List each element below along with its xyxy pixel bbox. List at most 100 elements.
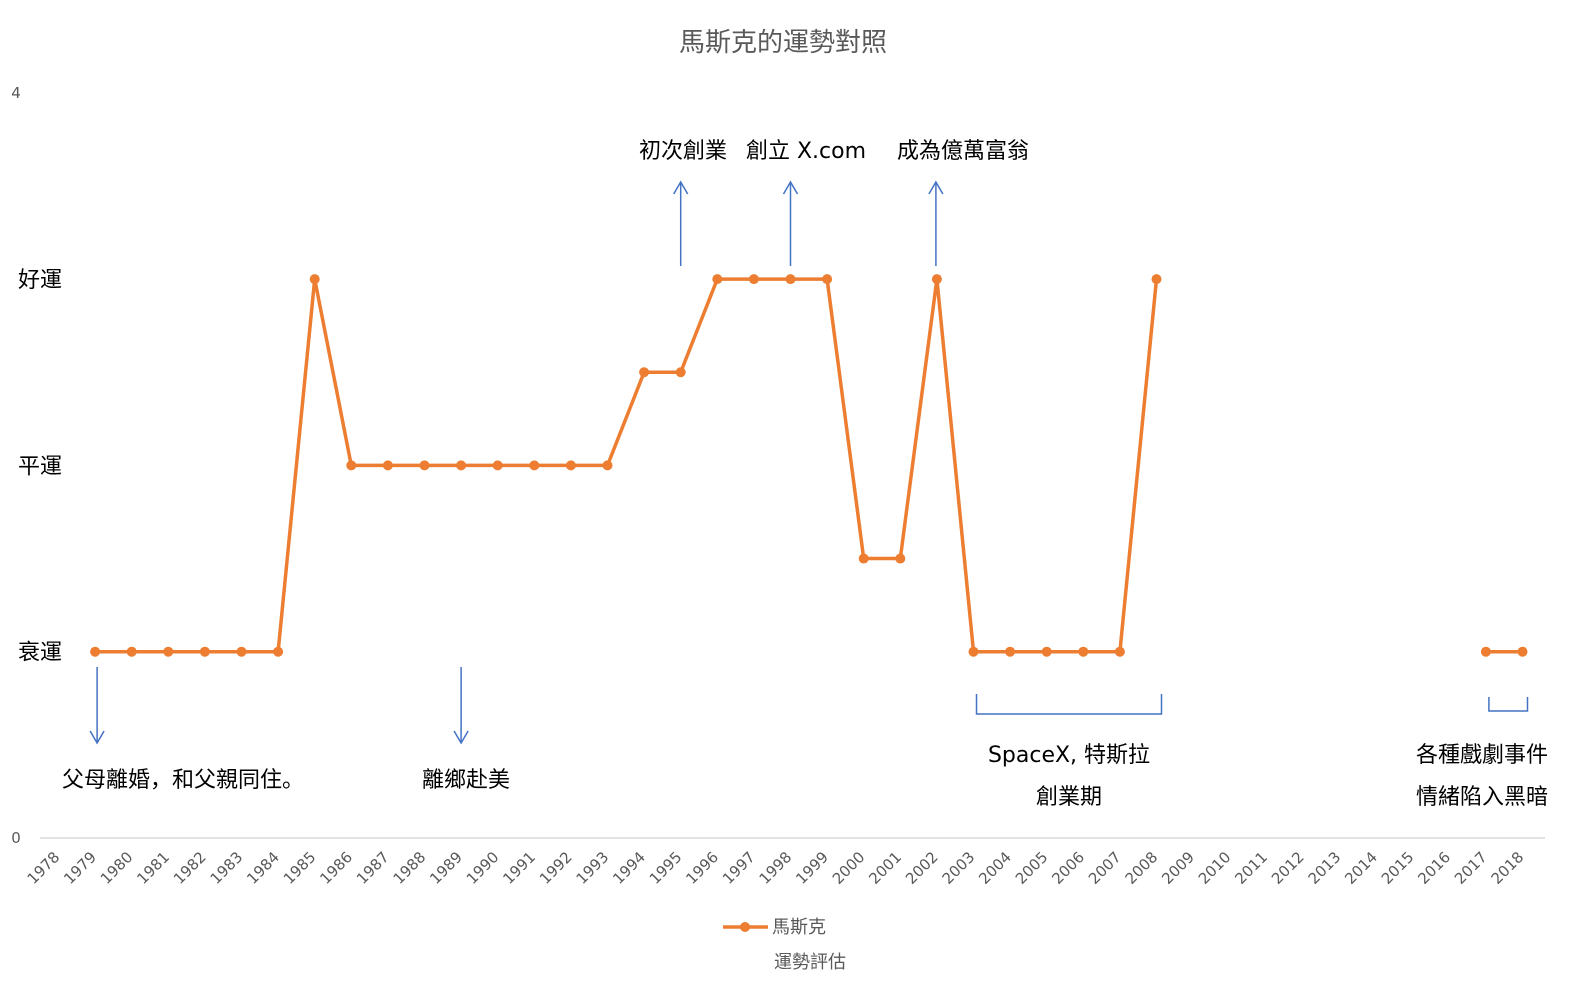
x-tick-label: 1980 [97,848,137,888]
data-point [748,274,759,285]
data-point [1005,646,1016,657]
x-tick-label: 2012 [1268,848,1308,888]
x-tick-label: 1988 [390,848,430,888]
x-tick-label: 2006 [1048,848,1088,888]
data-point [895,553,906,564]
data-point [382,460,393,471]
x-tick-label: 1984 [243,848,283,888]
x-tick-label: 2008 [1122,848,1162,888]
x-tick-label: 1990 [463,848,503,888]
x-tick-label: 1995 [646,848,686,888]
data-point [492,460,503,471]
data-point [565,460,576,471]
data-point [858,553,869,564]
chart-title: 馬斯克的運勢對照 [679,28,887,58]
annotation-label: 創業期 [1036,785,1102,810]
x-tick-label: 1979 [60,848,100,888]
level-label: 平運 [18,454,62,479]
x-tick-label: 2010 [1195,848,1235,888]
annotation-bracket [975,694,1163,715]
x-tick-label: 1978 [24,848,64,888]
data-point [1151,274,1162,285]
x-tick-label: 1983 [207,848,247,888]
x-tick-label: 1998 [756,848,796,888]
x-tick-label: 1986 [316,848,356,888]
level-label: 衰運 [18,641,62,666]
x-tick-label: 1994 [609,848,649,888]
y-tick-label: 0 [11,829,21,847]
x-tick-label: 1985 [280,848,320,888]
x-tick-label: 2002 [902,848,942,888]
annotation-label: 初次創業 [639,139,727,164]
data-point [1517,646,1528,657]
annotation-label: 成為億萬富翁 [897,139,1029,164]
data-point [346,460,357,471]
data-point [1114,646,1125,657]
x-tick-label: 2015 [1378,848,1418,888]
x-tick-label: 1981 [133,848,173,888]
annotation-label: SpaceX, 特斯拉 [988,743,1150,768]
annotation-label: 創立 X.com [746,139,866,164]
x-tick-label: 2009 [1158,848,1198,888]
data-point [675,367,686,378]
y-tick-label: 4 [11,84,21,102]
x-tick-label: 2016 [1414,848,1454,888]
data-point [163,646,174,657]
data-point [712,274,723,285]
x-tick-label: 1987 [353,848,393,888]
legend-marker [740,922,750,932]
data-point [126,646,137,657]
series-line [95,277,1159,654]
x-tick-label: 2000 [829,848,869,888]
legend-label: 馬斯克 [772,917,826,938]
x-axis-title: 運勢評估 [774,952,846,973]
annotation-arrowhead [89,730,105,745]
data-point [529,460,540,471]
data-point [968,646,979,657]
data-point [273,646,284,657]
x-tick-label: 2014 [1341,848,1381,888]
annotation-bracket [1488,697,1529,712]
y-axis-ticks: 04 [11,84,21,847]
level-label: 好運 [18,268,62,293]
data-point [236,646,247,657]
x-tick-label: 1982 [170,848,210,888]
series-layer [90,274,1528,657]
x-tick-label: 2001 [865,848,905,888]
x-tick-label: 2011 [1231,848,1271,888]
annotation-label: 離鄉赴美 [422,768,510,793]
x-tick-label: 1989 [426,848,466,888]
legend: 馬斯克 [723,917,826,938]
annotation-label: 父母離婚，和父親同住。 [62,768,304,793]
data-point [309,274,320,285]
x-tick-label: 2007 [1085,848,1125,888]
annotation-label: 各種戲劇事件 [1416,743,1548,768]
x-axis-tick-labels: 1978197919801981198219831984198519861987… [24,848,1528,888]
annotation-arrowhead [782,180,799,195]
data-point [1041,646,1052,657]
x-tick-label: 2004 [975,848,1015,888]
annotation-arrowhead [928,180,944,195]
data-point [90,646,101,657]
data-point [419,460,430,471]
annotations: 父母離婚，和父親同住。 離鄉赴美 初次創業 創立 X.com 成為億萬富翁 SpaceX,… [62,139,1548,810]
data-point [785,274,796,285]
x-tick-label: 1999 [792,848,832,888]
x-tick-label: 2005 [1012,848,1052,888]
x-tick-label: 1991 [499,848,539,888]
data-point [1078,646,1089,657]
x-tick-label: 1996 [682,848,722,888]
x-tick-label: 2017 [1451,848,1491,888]
annotation-label: 情緒陷入黑暗 [1416,785,1548,810]
data-point [1480,646,1491,657]
x-tick-label: 1992 [536,848,576,888]
x-tick-label: 1993 [573,848,613,888]
x-tick-label: 2003 [939,848,979,888]
annotation-arrowhead [673,180,689,195]
x-tick-label: 2013 [1305,848,1345,888]
data-point [602,460,613,471]
annotation-arrowhead [453,730,469,745]
data-point [199,646,210,657]
